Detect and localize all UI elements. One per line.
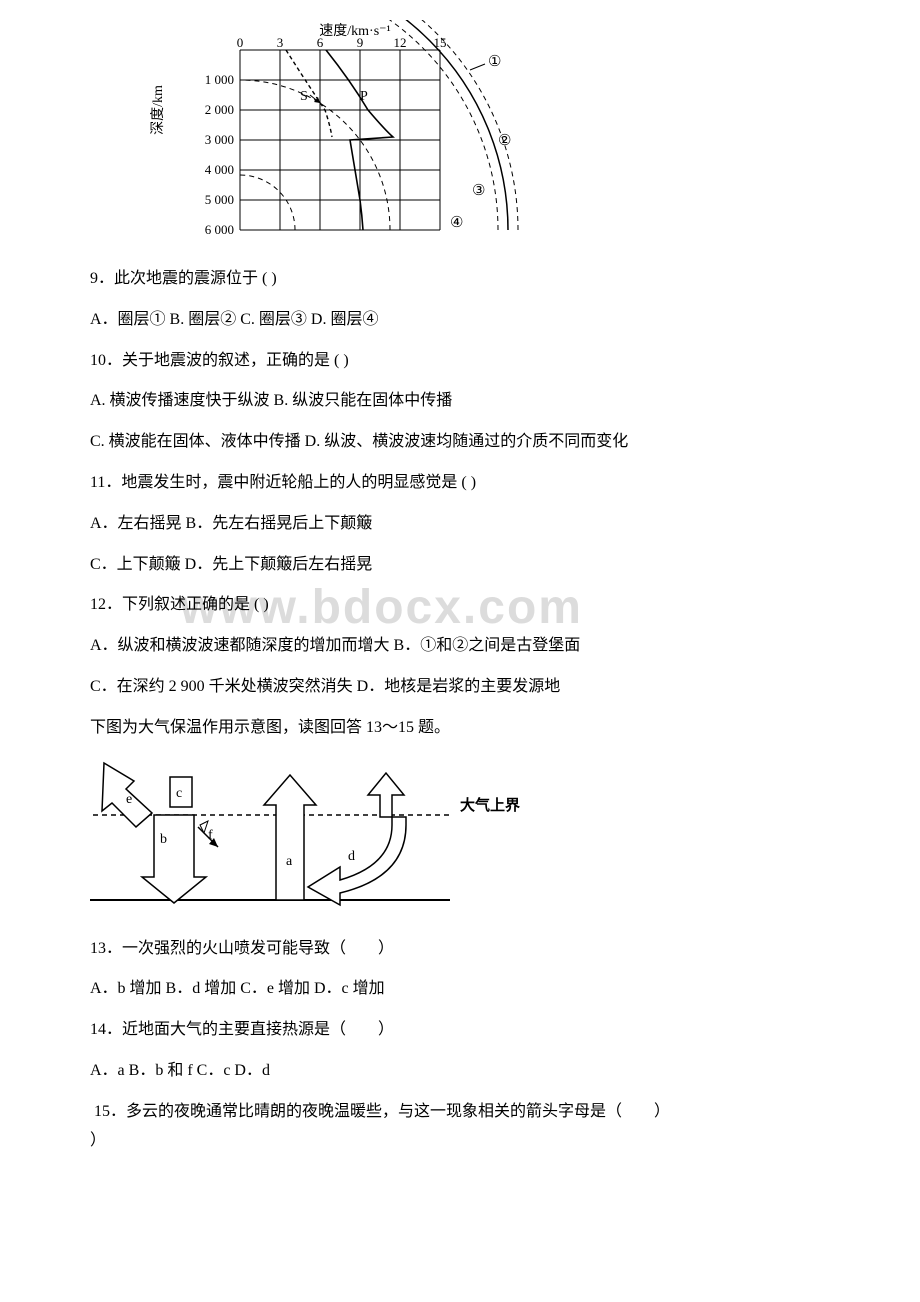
svg-text:3: 3 — [277, 35, 284, 50]
q11-opt-ab: A．左右摇晃 B．先左右摇晃后上下颠簸 — [90, 510, 850, 539]
q12-opt-cd: C．在深约 2 900 千米处横波突然消失 D．地核是岩浆的主要发源地 — [90, 673, 850, 702]
svg-text:①: ① — [488, 54, 501, 70]
q12-stem: 12．下列叙述正确的是 ( ) — [90, 591, 850, 620]
svg-text:c: c — [176, 786, 182, 801]
svg-text:2 000: 2 000 — [205, 102, 234, 117]
svg-text:9: 9 — [357, 35, 364, 50]
seismic-chart-svg: 速度/km·s⁻¹ 深度/km 0 3 6 9 12 15 1 000 2 00… — [150, 20, 540, 240]
svg-text:6: 6 — [317, 35, 324, 50]
svg-text:②: ② — [498, 133, 511, 149]
boundary-label: 大气上界 — [460, 796, 520, 814]
q14-stem: 14．近地面大气的主要直接热源是（ ） — [90, 1016, 850, 1045]
q10-opt-cd: C. 横波能在固体、液体中传播 D. 纵波、横波波速均随通过的介质不同而变化 — [90, 428, 850, 457]
svg-text:3 000: 3 000 — [205, 132, 234, 147]
y-axis-label: 深度/km — [150, 85, 166, 135]
q11-stem: 11．地震发生时，震中附近轮船上的人的明显感觉是 ( ) — [90, 469, 850, 498]
svg-text:6 000: 6 000 — [205, 222, 234, 237]
arrow-f: f — [198, 821, 218, 847]
q13-stem: 13．一次强烈的火山喷发可能导致（ ） — [90, 935, 850, 964]
arrow-d: d — [308, 773, 406, 905]
q10-opt-ab: A. 横波传播速度快于纵波 B. 纵波只能在固体中传播 — [90, 387, 850, 416]
q11-opt-cd: C．上下颠簸 D．先上下颠簸后左右摇晃 — [90, 551, 850, 580]
intro-13-15: 下图为大气保温作用示意图，读图回答 13～15 题。 — [90, 714, 850, 743]
arrow-a: a — [264, 775, 316, 900]
svg-text:15: 15 — [434, 35, 447, 50]
svg-text:S: S — [300, 89, 308, 104]
q12-opt-ab: A．纵波和横波波速都随深度的增加而增大 B．①和②之间是古登堡面 — [90, 632, 850, 661]
q15-stem: 15．多云的夜晚通常比晴朗的夜晚温暖些，与这一现象相关的箭头字母是（ ）） — [90, 1098, 850, 1156]
svg-text:12: 12 — [394, 35, 407, 50]
arrow-e: e — [102, 763, 152, 827]
q13-options: A．b 增加 B．d 增加 C．e 增加 D．c 增加 — [90, 975, 850, 1004]
svg-text:f: f — [208, 828, 213, 843]
svg-text:4 000: 4 000 — [205, 162, 234, 177]
svg-text:e: e — [126, 792, 132, 807]
svg-text:d: d — [348, 849, 355, 864]
q9-options: A．圈层① B. 圈层② C. 圈层③ D. 圈层④ — [90, 306, 850, 335]
svg-text:b: b — [160, 832, 167, 847]
svg-text:③: ③ — [472, 183, 485, 199]
arrow-b: b — [142, 815, 206, 903]
q10-stem: 10．关于地震波的叙述，正确的是 ( ) — [90, 347, 850, 376]
svg-text:5 000: 5 000 — [205, 192, 234, 207]
seismic-wave-chart: 速度/km·s⁻¹ 深度/km 0 3 6 9 12 15 1 000 2 00… — [150, 20, 850, 245]
x-axis-label: 速度/km·s⁻¹ — [319, 23, 390, 39]
svg-text:1 000: 1 000 — [205, 72, 234, 87]
atmo-svg: 大气上界 c e b f a d — [90, 755, 520, 910]
svg-text:0: 0 — [237, 35, 244, 50]
atmosphere-diagram: 大气上界 c e b f a d — [90, 755, 850, 915]
svg-text:a: a — [286, 854, 293, 869]
svg-text:④: ④ — [450, 215, 463, 231]
svg-text:P: P — [360, 89, 368, 104]
q9-stem: 9．此次地震的震源位于 ( ) — [90, 265, 850, 294]
q14-options: A．a B．b 和 f C．c D．d — [90, 1057, 850, 1086]
s-wave-curve — [286, 50, 332, 137]
